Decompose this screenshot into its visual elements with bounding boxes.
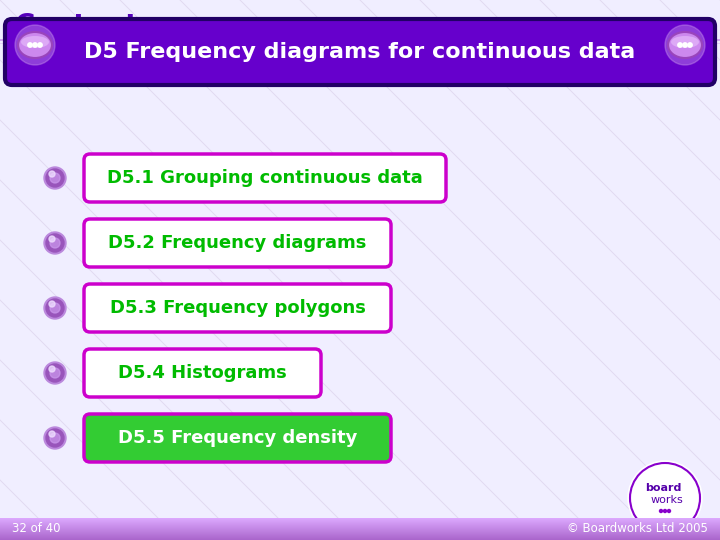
Bar <box>0 528 720 529</box>
Circle shape <box>44 297 66 319</box>
Circle shape <box>46 429 64 447</box>
Circle shape <box>49 301 55 307</box>
Bar <box>0 525 720 526</box>
Circle shape <box>28 43 32 47</box>
Circle shape <box>49 236 55 242</box>
Bar <box>0 521 720 522</box>
Circle shape <box>688 43 692 47</box>
Bar <box>0 535 720 536</box>
Text: 32 of 40: 32 of 40 <box>12 523 60 536</box>
Bar <box>0 518 720 519</box>
Bar <box>0 538 720 539</box>
Bar <box>0 533 720 534</box>
Circle shape <box>683 43 687 47</box>
Bar <box>0 534 720 535</box>
Bar <box>0 522 720 523</box>
FancyBboxPatch shape <box>84 154 446 202</box>
Circle shape <box>44 167 66 189</box>
Text: board: board <box>645 483 681 493</box>
Circle shape <box>667 510 670 512</box>
Circle shape <box>49 431 55 437</box>
Circle shape <box>44 427 66 449</box>
Circle shape <box>660 510 662 512</box>
Bar <box>0 520 720 521</box>
FancyBboxPatch shape <box>84 219 391 267</box>
Circle shape <box>50 368 60 378</box>
Bar <box>0 539 720 540</box>
Ellipse shape <box>21 36 49 48</box>
Bar <box>0 536 720 537</box>
Text: D5.4 Histograms: D5.4 Histograms <box>118 364 287 382</box>
FancyBboxPatch shape <box>84 349 321 397</box>
Circle shape <box>15 25 55 65</box>
Text: D5.5 Frequency density: D5.5 Frequency density <box>118 429 357 447</box>
Circle shape <box>664 510 667 512</box>
FancyBboxPatch shape <box>84 414 391 462</box>
Bar <box>0 523 720 524</box>
Circle shape <box>49 171 55 177</box>
Circle shape <box>46 364 64 382</box>
Bar <box>0 537 720 538</box>
Bar <box>0 529 720 530</box>
Bar <box>0 530 720 531</box>
Bar <box>0 532 720 533</box>
Circle shape <box>665 25 705 65</box>
Ellipse shape <box>671 36 699 48</box>
Circle shape <box>50 433 60 443</box>
Ellipse shape <box>668 32 702 58</box>
FancyBboxPatch shape <box>84 284 391 332</box>
Text: Contents: Contents <box>15 12 156 40</box>
Text: D5 Frequency diagrams for continuous data: D5 Frequency diagrams for continuous dat… <box>84 42 636 62</box>
Circle shape <box>50 173 60 183</box>
Circle shape <box>630 463 700 533</box>
Circle shape <box>33 43 37 47</box>
Text: D5.3 Frequency polygons: D5.3 Frequency polygons <box>109 299 366 317</box>
Circle shape <box>628 461 702 535</box>
Circle shape <box>37 43 42 47</box>
Bar <box>0 519 720 520</box>
Bar <box>0 524 720 525</box>
Text: D5.2 Frequency diagrams: D5.2 Frequency diagrams <box>108 234 366 252</box>
Circle shape <box>46 299 64 317</box>
Ellipse shape <box>18 32 52 58</box>
Circle shape <box>50 238 60 248</box>
Bar <box>0 527 720 528</box>
Circle shape <box>678 43 683 47</box>
Circle shape <box>46 234 64 252</box>
Text: works: works <box>651 495 683 505</box>
Circle shape <box>44 232 66 254</box>
Circle shape <box>49 366 55 372</box>
FancyBboxPatch shape <box>5 19 715 85</box>
Bar <box>0 531 720 532</box>
Text: © Boardworks Ltd 2005: © Boardworks Ltd 2005 <box>567 523 708 536</box>
Circle shape <box>44 362 66 384</box>
Bar <box>0 526 720 527</box>
Text: D5.1 Grouping continuous data: D5.1 Grouping continuous data <box>107 169 423 187</box>
Circle shape <box>50 303 60 313</box>
Circle shape <box>46 169 64 187</box>
